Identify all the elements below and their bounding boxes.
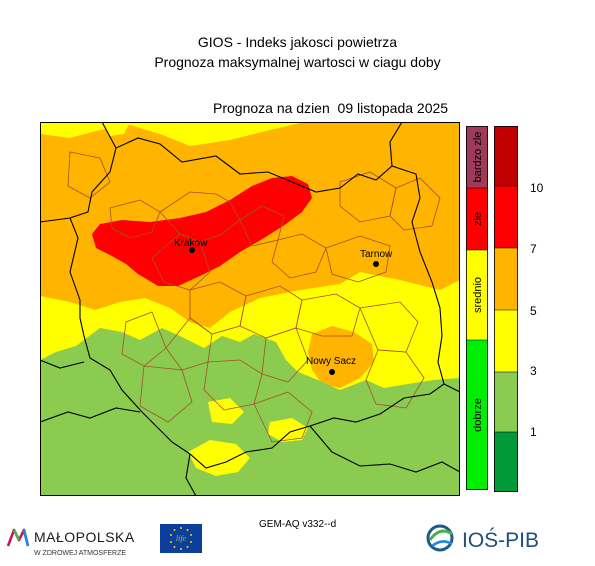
- city-marker-krakow: [189, 247, 195, 253]
- district-boundaries: [67, 151, 441, 443]
- voivodeship-boundaries: [40, 122, 460, 496]
- malopolska-logo: MAŁOPOLSKA W ZDROWEJ ATMOSFERZE: [6, 528, 135, 557]
- legend-swatch-zle: [466, 188, 488, 250]
- zone-green-south: [40, 328, 460, 496]
- scale-swatch-4: [494, 248, 518, 310]
- legend-label-zle: zle: [472, 212, 484, 226]
- scale-tick-10: 10: [530, 181, 544, 195]
- legend-swatch-srednio: [466, 250, 488, 340]
- legend-swatch-bardzo-zle: [466, 126, 488, 188]
- scale-swatch-3: [494, 310, 518, 372]
- scale-tick-7: 7: [530, 242, 537, 256]
- ios-pib-logo: IOŚ-PIB: [426, 524, 539, 552]
- legend-swatch-dobrze: [466, 340, 488, 490]
- scale-swatch-1: [494, 432, 518, 492]
- zone-orange-nowy-sacz: [308, 326, 374, 388]
- map-subtitle: Prognoza maksymalnej wartosci w ciagu do…: [154, 54, 441, 70]
- ios-pib-logo-text: IOŚ-PIB: [462, 528, 539, 552]
- scale-tick-5: 5: [530, 304, 537, 318]
- zone-yellow-south-3: [208, 398, 244, 424]
- city-label-krakow: Krakow: [174, 238, 208, 249]
- value-scale-legend: [494, 126, 518, 492]
- city-label-nowy-sacz: Nowy Sacz: [306, 356, 356, 367]
- city-tarnow: Tarnow: [360, 249, 393, 267]
- legend-label-srednio: srednio: [472, 277, 484, 313]
- scale-tick-3: 3: [530, 364, 537, 378]
- legend-label-dobrze: dobrze: [472, 398, 484, 432]
- scale-tick-1: 1: [530, 425, 537, 439]
- city-label-tarnow: Tarnow: [360, 249, 393, 260]
- scale-swatch-5: [494, 186, 518, 248]
- zone-red-krakow: [92, 176, 312, 286]
- forecast-map: Krakow Tarnow Nowy Sacz: [40, 122, 460, 496]
- zone-yellow-south-1: [188, 440, 250, 476]
- legend-label-bardzo-zle: bardzo zle: [472, 132, 484, 183]
- city-marker-tarnow: [373, 261, 379, 267]
- city-nowy-sacz: Nowy Sacz: [306, 356, 356, 375]
- city-marker-nowy-sacz: [329, 369, 335, 375]
- zone-yellow-south-2: [268, 418, 308, 442]
- forecast-date-label: Prognoza na dzien 09 listopada 2025: [213, 100, 449, 116]
- map-title: GIOS - Indeks jakosci powietrza: [197, 34, 398, 50]
- scale-swatch-6: [494, 126, 518, 186]
- eu-life-logo-text: life: [176, 534, 187, 543]
- malopolska-logo-text: MAŁOPOLSKA: [34, 529, 135, 545]
- category-legend: bardzo zle zle srednio dobrze: [466, 126, 488, 490]
- eu-life-logo: life: [160, 524, 202, 553]
- scale-swatch-2: [494, 372, 518, 432]
- city-krakow: Krakow: [174, 238, 208, 253]
- malopolska-logo-tagline: W ZDROWEJ ATMOSFERZE: [34, 550, 126, 557]
- model-version-label: GEM-AQ v332--d: [259, 519, 337, 530]
